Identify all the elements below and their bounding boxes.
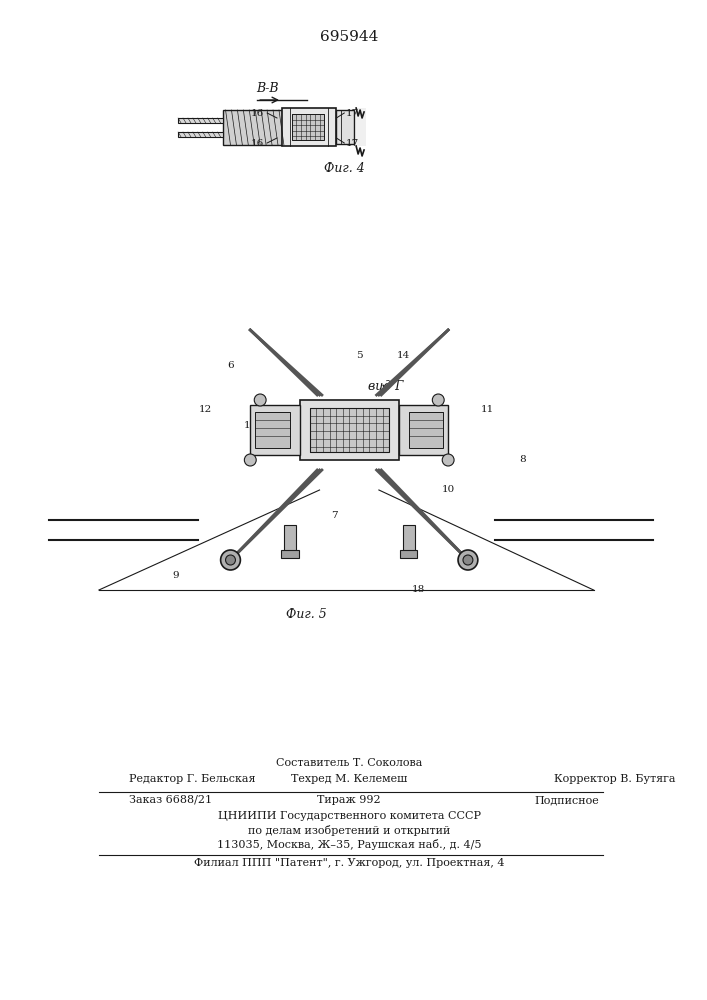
Text: 12: 12	[199, 406, 212, 414]
Circle shape	[458, 550, 478, 570]
Circle shape	[255, 394, 266, 406]
Circle shape	[442, 454, 454, 466]
Text: 18: 18	[412, 585, 425, 594]
Bar	[337, 110, 354, 144]
Bar	[399, 550, 417, 558]
Bar	[310, 408, 389, 452]
Text: Составитель Т. Соколова: Составитель Т. Соколова	[276, 758, 422, 768]
Text: Техред М. Келемеш: Техред М. Келемеш	[291, 774, 407, 784]
Text: ЦНИИПИ Государственного комитета СССР: ЦНИИПИ Государственного комитета СССР	[218, 811, 481, 821]
Text: 17: 17	[346, 108, 359, 117]
Bar	[292, 114, 325, 140]
Circle shape	[245, 454, 256, 466]
Text: Тираж 992: Тираж 992	[317, 795, 381, 805]
Text: 17: 17	[346, 138, 359, 147]
Circle shape	[463, 555, 473, 565]
Text: Подписное: Подписное	[534, 795, 599, 805]
Bar	[399, 405, 448, 455]
Circle shape	[432, 394, 444, 406]
Bar	[281, 550, 299, 558]
Text: 7: 7	[331, 510, 338, 520]
Text: 8: 8	[519, 456, 526, 464]
Text: 5: 5	[356, 351, 363, 360]
Text: 9: 9	[173, 570, 180, 580]
Text: вид Г: вид Г	[368, 380, 404, 393]
Text: 6: 6	[227, 360, 234, 369]
Bar	[403, 525, 414, 555]
Bar	[178, 132, 223, 137]
Text: Фиг. 5: Фиг. 5	[286, 608, 327, 621]
Text: 113035, Москва, Ж–35, Раушская наб., д. 4/5: 113035, Москва, Ж–35, Раушская наб., д. …	[217, 839, 481, 850]
Bar	[300, 400, 399, 460]
Text: 14: 14	[397, 351, 410, 360]
Text: Корректор В. Бутяга: Корректор В. Бутяга	[554, 774, 675, 784]
Text: Фиг. 4: Фиг. 4	[324, 162, 365, 175]
Text: 11: 11	[481, 406, 494, 414]
Text: 16: 16	[251, 138, 264, 147]
Text: по делам изобретений и открытий: по делам изобретений и открытий	[248, 825, 450, 836]
Circle shape	[221, 550, 240, 570]
Bar	[250, 405, 300, 455]
Text: В-В: В-В	[256, 82, 279, 95]
Text: Филиал ППП "Патент", г. Ужгород, ул. Проектная, 4: Филиал ППП "Патент", г. Ужгород, ул. Про…	[194, 858, 505, 868]
Text: 13: 13	[244, 420, 257, 430]
Circle shape	[226, 555, 235, 565]
Bar	[255, 412, 290, 448]
Bar	[282, 108, 337, 146]
Text: Редактор Г. Бельская: Редактор Г. Бельская	[129, 774, 255, 784]
Bar	[178, 118, 223, 123]
Bar	[356, 108, 366, 146]
Text: Заказ 6688/21: Заказ 6688/21	[129, 795, 211, 805]
Bar	[409, 412, 443, 448]
Bar	[223, 110, 282, 145]
Text: 16: 16	[251, 108, 264, 117]
Text: 695944: 695944	[320, 30, 378, 44]
Bar	[284, 525, 296, 555]
Text: 10: 10	[441, 486, 455, 494]
